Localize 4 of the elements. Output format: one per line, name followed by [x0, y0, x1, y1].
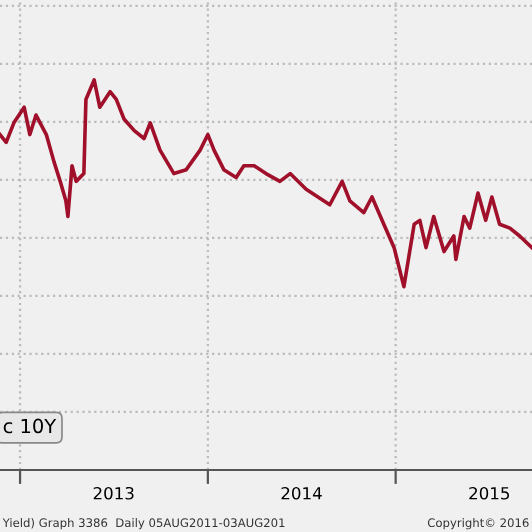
- x-tick-label: 2013: [93, 486, 134, 500]
- annotation: c 10Y: [3, 418, 57, 434]
- x-tick-label: 2015: [469, 486, 510, 500]
- x-tick-label: 2014: [281, 486, 322, 500]
